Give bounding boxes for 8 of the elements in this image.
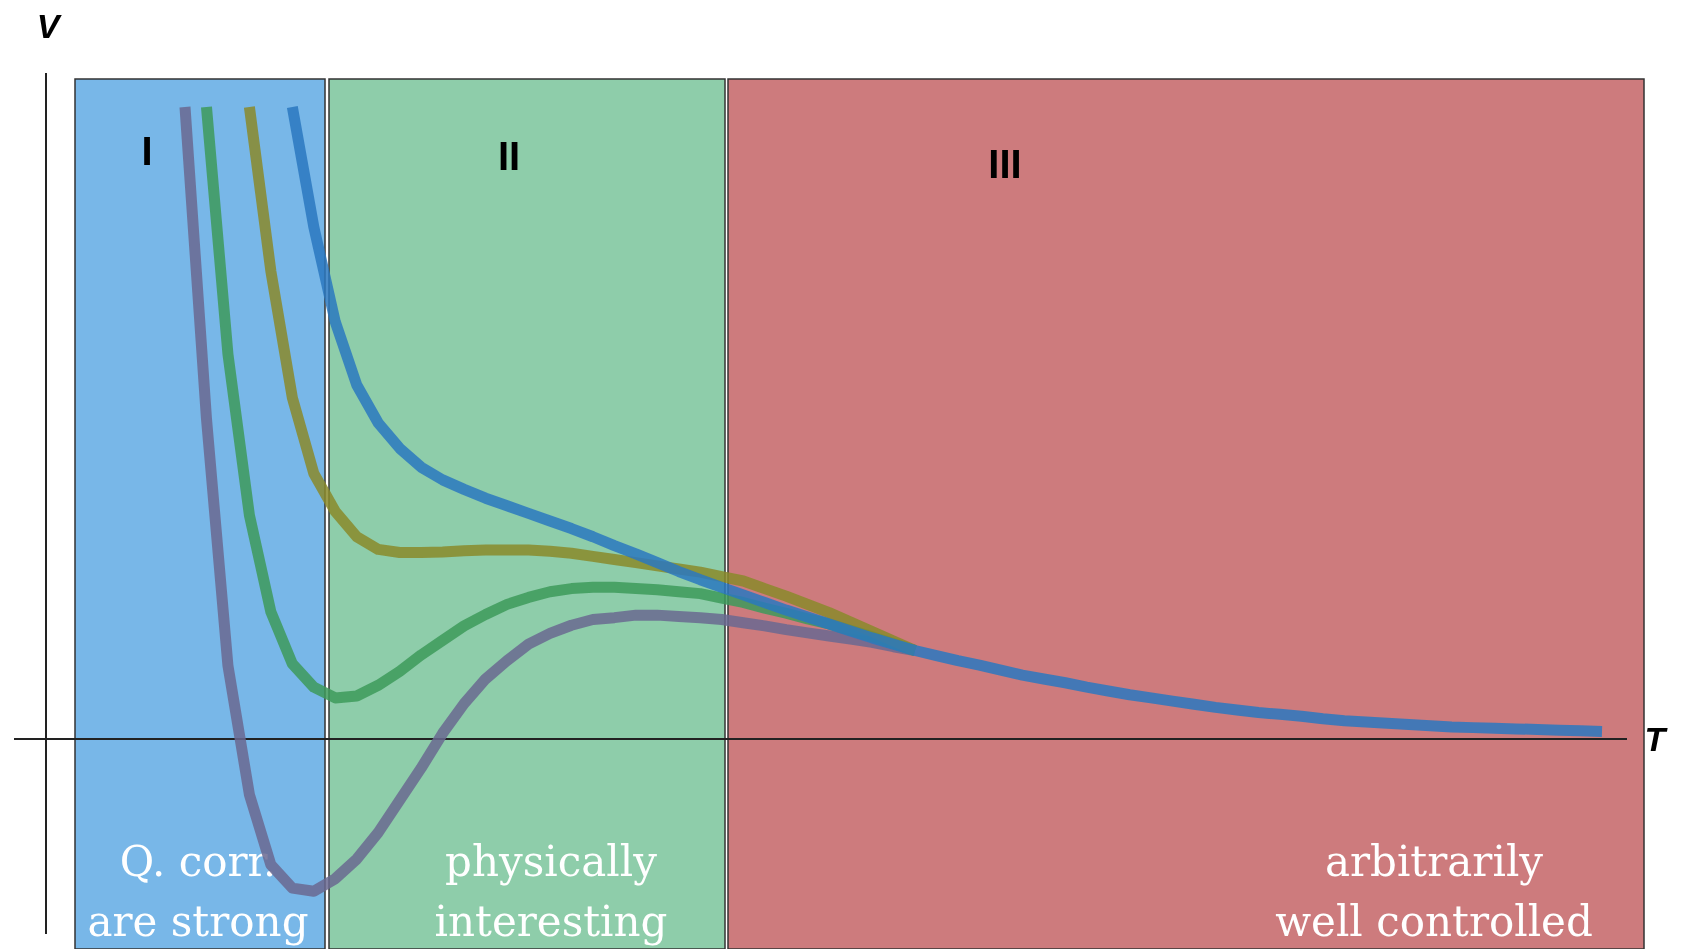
annotation: II (497, 134, 521, 178)
annotation: Q. corr. are strong (87, 837, 309, 946)
text: I (141, 129, 153, 173)
annotation: arbitrarily well controlled (1275, 837, 1593, 946)
annotation: physically interesting (434, 837, 668, 946)
annotation: III (988, 142, 1022, 186)
x-axis-title: T (1644, 720, 1669, 758)
y-axis-title: V (36, 7, 63, 45)
